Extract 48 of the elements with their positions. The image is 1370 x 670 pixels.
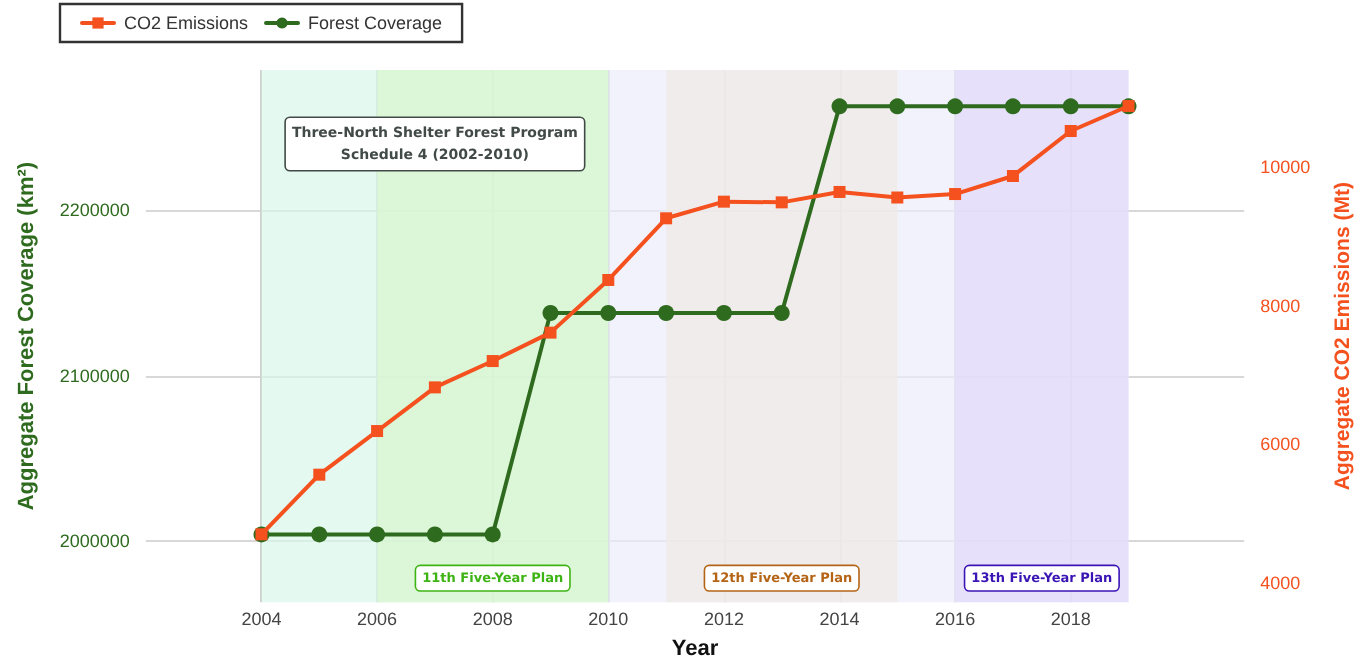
x-tick-label: 2018: [1050, 609, 1091, 630]
x-tick-label: 2016: [935, 609, 976, 630]
point: [1062, 98, 1079, 115]
y-tick-label: 2100000: [59, 365, 130, 386]
point: [600, 304, 617, 321]
y2-axis-title: Aggregate CO2 Emissions (Mt): [1331, 182, 1355, 491]
point: [658, 304, 675, 321]
y2-tick-label: 10000: [1260, 157, 1311, 178]
point: [484, 526, 501, 543]
y-axis-title: Aggregate Forest Coverage (km²): [15, 161, 39, 511]
point: [833, 185, 846, 198]
point: [775, 196, 788, 209]
point: [889, 98, 906, 115]
point: [949, 188, 962, 201]
legend-label: CO2 Emissions: [124, 13, 250, 33]
point: [717, 195, 730, 208]
y2-tick-label: 8000: [1260, 295, 1301, 316]
point: [542, 304, 559, 321]
point: [486, 355, 499, 368]
x-tick-label: 2004: [241, 609, 282, 630]
point: [891, 191, 904, 204]
point: [1006, 170, 1019, 183]
point: [311, 526, 328, 543]
point: [428, 381, 441, 394]
point: [426, 526, 443, 543]
y2-tick-label: 4000: [1260, 572, 1301, 593]
x-tick-label: 2012: [703, 609, 744, 630]
y2-tick-label: 6000: [1260, 434, 1301, 455]
legend-label: Forest Coverage: [308, 13, 443, 33]
y-tick-label: 2000000: [59, 531, 130, 552]
point: [1004, 98, 1021, 115]
point: [947, 98, 964, 115]
x-tick-label: 2010: [588, 609, 629, 630]
point: [715, 304, 732, 321]
x-tick-label: 2014: [819, 609, 860, 630]
x-tick-label: 2006: [357, 609, 398, 630]
point: [831, 98, 848, 115]
point: [313, 468, 326, 481]
point: [369, 526, 386, 543]
point: [602, 273, 615, 286]
point: [544, 326, 557, 339]
point: [773, 304, 790, 321]
point: [1064, 124, 1077, 137]
x-tick-label: 2008: [472, 609, 513, 630]
point: [371, 425, 384, 438]
point: [660, 212, 673, 225]
y-tick-label: 2200000: [59, 200, 130, 221]
x-axis-title: Year: [671, 637, 720, 661]
